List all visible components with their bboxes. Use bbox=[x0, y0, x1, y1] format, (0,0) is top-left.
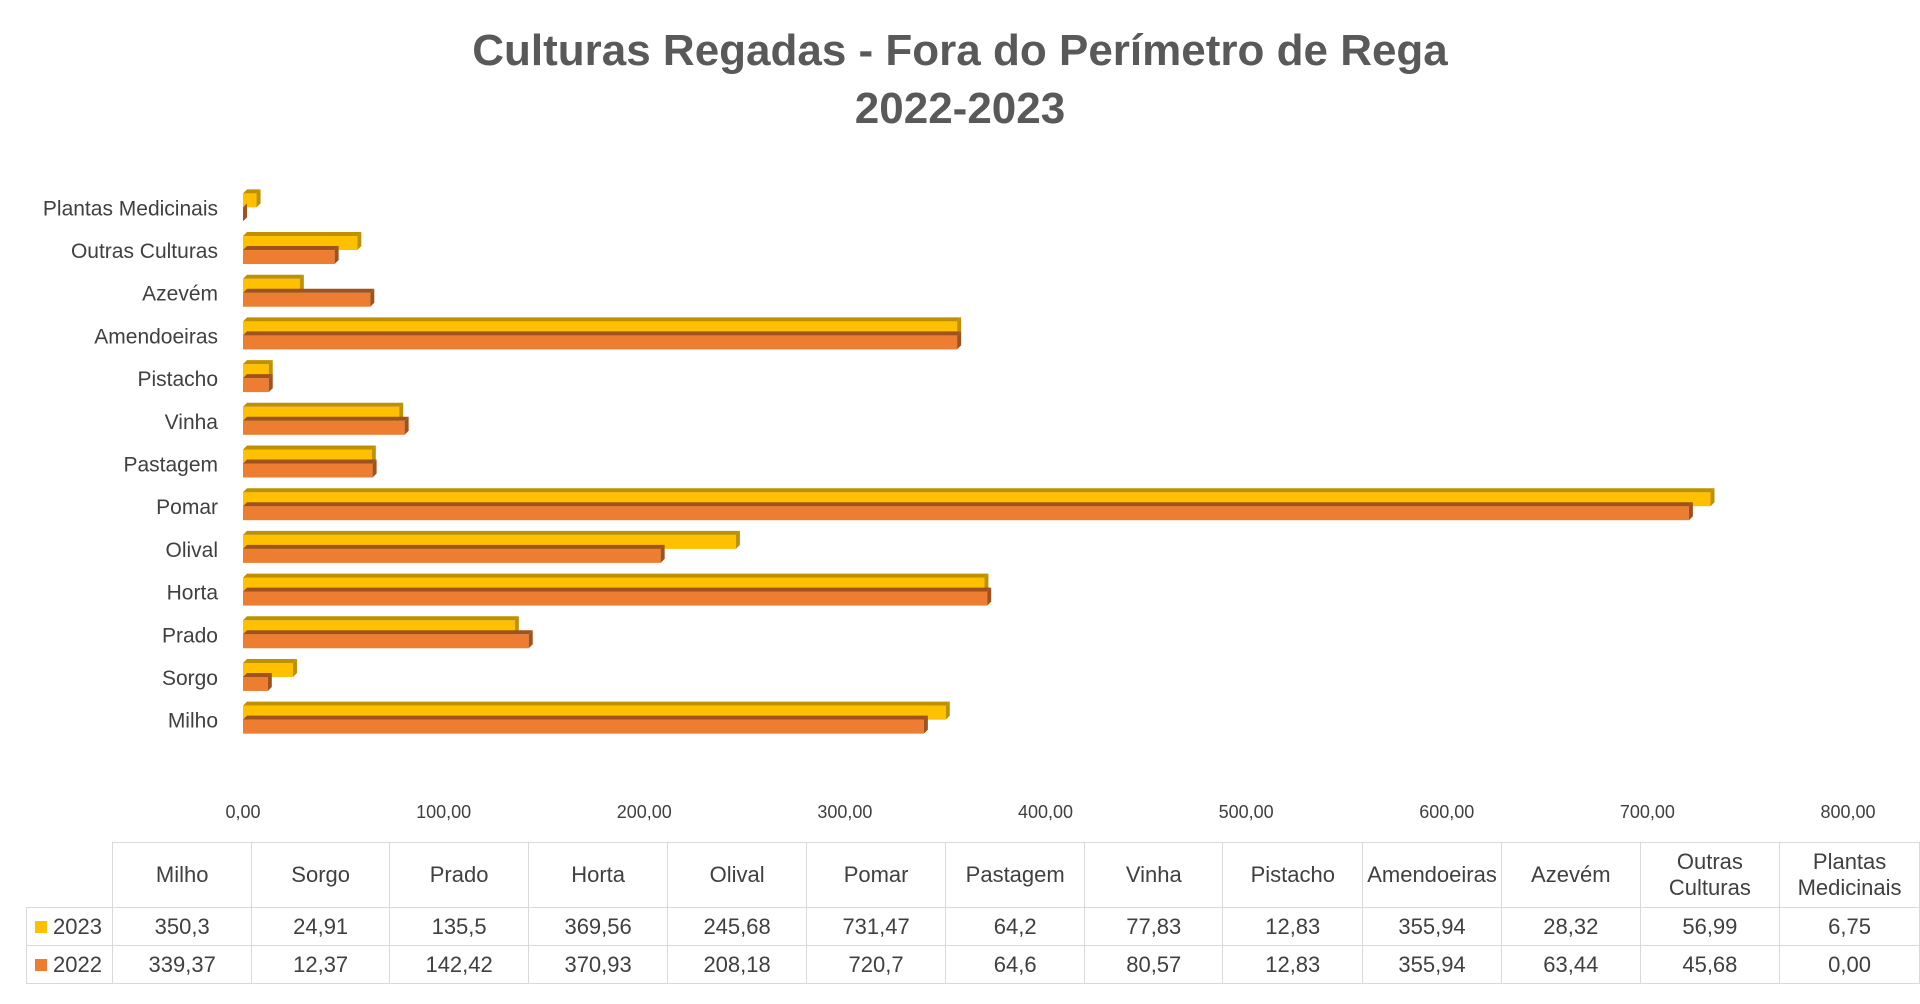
table-cell: 63,44 bbox=[1501, 945, 1641, 984]
bar-2023-plantas-medicinais bbox=[243, 189, 261, 208]
table-header-cell: Milho bbox=[112, 842, 252, 908]
bar-2022-pastagem bbox=[243, 459, 377, 478]
legend-label: 2022 bbox=[53, 951, 102, 977]
table-cell: 12,37 bbox=[250, 945, 391, 984]
category-label-pistacho: Pistacho bbox=[137, 368, 218, 391]
table-cell: 350,3 bbox=[112, 907, 252, 946]
table-cell: 370,93 bbox=[527, 945, 669, 984]
table-cell: 24,91 bbox=[250, 907, 391, 946]
table-cell: 6,75 bbox=[1779, 907, 1920, 946]
bar-2022-pomar bbox=[243, 502, 1693, 521]
chart-subtitle: 2022-2023 bbox=[854, 84, 1066, 133]
table-cell: 720,7 bbox=[805, 945, 947, 984]
x-tick-label: 200,00 bbox=[617, 802, 672, 822]
table-header-cell: Pistacho bbox=[1222, 842, 1364, 908]
table-row-2022: 2022 339,37 12,37 142,42 370,93 208,18 720,7 64… bbox=[25, 945, 1920, 984]
table-cell: 64,6 bbox=[945, 945, 1086, 984]
table-header-cell: Plantas Medicinais bbox=[1779, 842, 1920, 908]
table-cell: 369,56 bbox=[527, 907, 669, 946]
bar-2022-olival bbox=[243, 544, 665, 563]
category-label-olival: Olival bbox=[165, 539, 218, 562]
bar-2022-amendoeiras bbox=[243, 331, 962, 350]
x-tick-label: 400,00 bbox=[1018, 802, 1073, 822]
bar-2022-pistacho bbox=[243, 374, 273, 393]
table-cell: 142,42 bbox=[389, 945, 529, 984]
table-header-cell: Vinha bbox=[1084, 842, 1224, 908]
category-label-pastagem: Pastagem bbox=[123, 454, 218, 477]
x-tick-label: 300,00 bbox=[817, 802, 872, 822]
table-cell: 245,68 bbox=[667, 907, 807, 946]
table-header-cell: Sorgo bbox=[250, 842, 391, 908]
bar-2022-prado bbox=[243, 630, 533, 649]
table-cell: 355,94 bbox=[1362, 945, 1502, 984]
chart-title: Culturas Regadas - Fora do Perímetro de … bbox=[472, 26, 1448, 75]
category-label-outras-culturas: Outras Culturas bbox=[71, 240, 218, 263]
category-label-horta: Horta bbox=[167, 582, 219, 605]
table-cell: 135,5 bbox=[389, 907, 529, 946]
table-cell: 56,99 bbox=[1639, 907, 1781, 946]
legend-key-2022: 2022 bbox=[25, 945, 114, 984]
category-label-prado: Prado bbox=[162, 624, 218, 647]
table-cell: 355,94 bbox=[1362, 907, 1502, 946]
table-cell: 28,32 bbox=[1501, 907, 1641, 946]
bar-2022-plantas-medicinais bbox=[243, 203, 247, 222]
legend-key-2023: 2023 bbox=[25, 907, 114, 946]
table-cell: 0,00 bbox=[1779, 945, 1920, 984]
category-label-azevem: Azevém bbox=[142, 283, 218, 306]
x-tick-label: 0,00 bbox=[225, 802, 260, 822]
table-cell: 339,37 bbox=[112, 945, 252, 984]
table-cell: 64,2 bbox=[945, 907, 1086, 946]
legend-swatch-2023 bbox=[35, 920, 47, 933]
category-label-pomar: Pomar bbox=[156, 496, 218, 519]
table-cell: 731,47 bbox=[805, 907, 947, 946]
table-header-cell: Olival bbox=[667, 842, 807, 908]
x-tick-label: 700,00 bbox=[1620, 802, 1675, 822]
legend-swatch-2022 bbox=[35, 958, 47, 971]
category-label-amendoeiras: Amendoeiras bbox=[94, 325, 218, 348]
bar-2022-horta bbox=[243, 587, 992, 606]
table-header-cell: Pastagem bbox=[945, 842, 1086, 908]
table-cell: 77,83 bbox=[1084, 907, 1224, 946]
table-cell: 12,83 bbox=[1222, 907, 1364, 946]
table-corner-cell bbox=[26, 842, 114, 908]
table-header-cell: Amendoeiras bbox=[1362, 842, 1502, 908]
table-header-cell: Azevém bbox=[1501, 842, 1641, 908]
table-row-2023: 2023 350,3 24,91 135,5 369,56 245,68 731,47 64,… bbox=[25, 907, 1920, 946]
table-cell: 12,83 bbox=[1222, 945, 1364, 984]
legend-label: 2023 bbox=[53, 913, 102, 939]
table-header-cell: Outras Culturas bbox=[1639, 842, 1781, 908]
table-header-cell: Horta bbox=[527, 842, 669, 908]
category-label-plantas-medicinais: Plantas Medicinais bbox=[43, 197, 218, 220]
x-tick-label: 800,00 bbox=[1820, 802, 1875, 822]
table-cell: 80,57 bbox=[1084, 945, 1224, 984]
table-cell: 45,68 bbox=[1639, 945, 1781, 984]
category-label-sorgo: Sorgo bbox=[162, 667, 218, 690]
bar-chart: Milho Sorgo Prado Horta Olival Pomar Pastagem V… bbox=[43, 189, 1876, 822]
table-cell: 208,18 bbox=[667, 945, 807, 984]
bar-2022-sorgo bbox=[243, 672, 272, 691]
category-label-milho: Milho bbox=[168, 710, 218, 733]
data-table: Milho Sorgo Prado Horta Olival Pomar Pastagem V… bbox=[25, 842, 1920, 984]
bar-2022-outras-culturas bbox=[243, 246, 339, 265]
category-label-vinha: Vinha bbox=[165, 411, 219, 434]
table-header-row: Milho Sorgo Prado Horta Olival Pomar Pastagem V… bbox=[26, 842, 1920, 908]
x-tick-label: 500,00 bbox=[1219, 802, 1274, 822]
x-tick-label: 600,00 bbox=[1419, 802, 1474, 822]
table-header-cell: Prado bbox=[389, 842, 529, 908]
x-tick-label: 100,00 bbox=[416, 802, 471, 822]
bar-2022-milho bbox=[243, 715, 928, 734]
chart-title-block: Culturas Regadas - Fora do Perímetro de … bbox=[0, 22, 1920, 138]
bar-2022-vinha bbox=[243, 416, 409, 435]
table-header-cell: Pomar bbox=[805, 842, 947, 908]
bar-2022-azevem bbox=[243, 288, 375, 307]
